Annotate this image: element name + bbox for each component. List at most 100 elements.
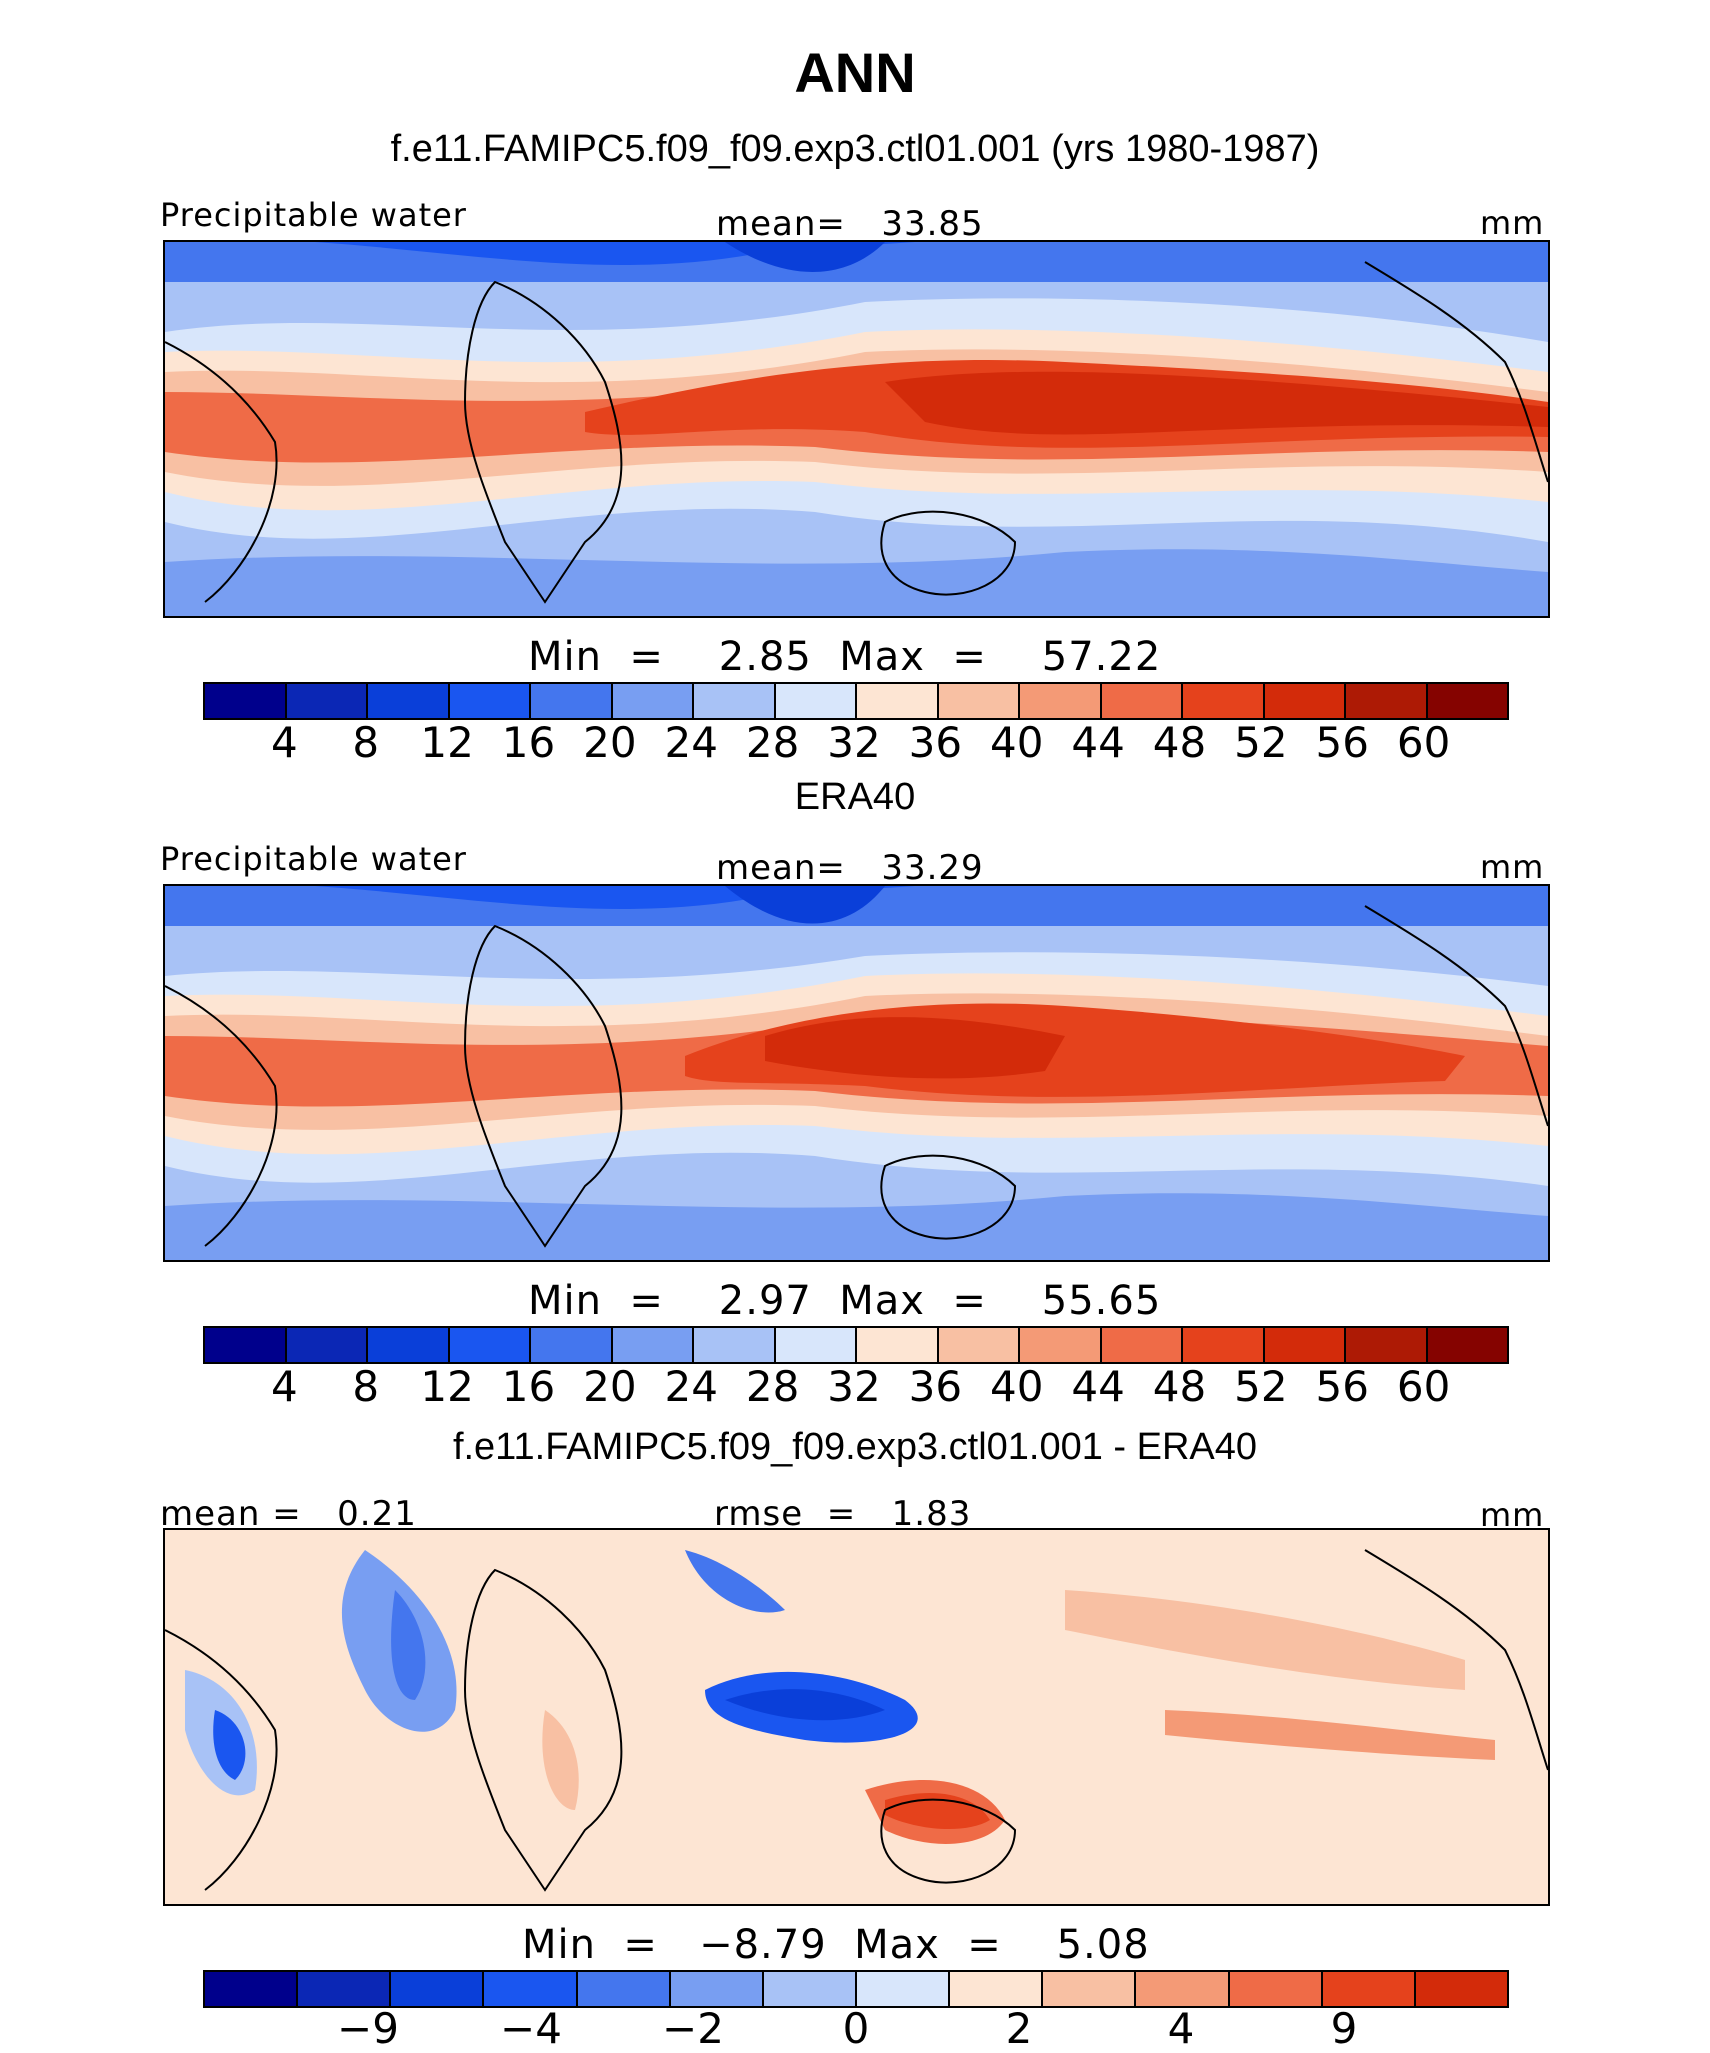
panel-1-colorbar-bin <box>1346 684 1428 718</box>
panel-2-colorbar-bin <box>612 1328 694 1362</box>
panel-3-colorbar-bin <box>391 1972 485 2006</box>
panel-2-tick: 16 <box>501 1362 556 1411</box>
panel-3-tick: 9 <box>1330 2004 1358 2053</box>
panel-2-minmax: Min = 2.97 Max = 55.65 <box>528 1278 1162 1324</box>
panel-1-colorbar-bin <box>694 684 776 718</box>
panel-1-colorbar-bin <box>938 684 1020 718</box>
panel-2-colorbar-bin <box>205 1328 287 1362</box>
panel-1-minmax: Min = 2.85 Max = 57.22 <box>528 634 1162 680</box>
panel-1-colorbar-bin <box>857 684 939 718</box>
panel-1-tick: 60 <box>1396 718 1451 767</box>
panel-2-mean-label: mean= 33.29 <box>716 848 984 888</box>
panel-3-minmax: Min = −8.79 Max = 5.08 <box>522 1922 1150 1968</box>
panel-2-colorbar <box>203 1326 1509 1364</box>
panel-3-map <box>163 1528 1550 1906</box>
panel-1-tick: 20 <box>583 718 637 767</box>
panel-3-tick: 4 <box>1167 2004 1195 2053</box>
panel-3-colorbar-bin <box>484 1972 578 2006</box>
panel-2-colorbar-bin <box>1183 1328 1265 1362</box>
panel-2-colorbar-bin <box>449 1328 531 1362</box>
panel-1-tick: 24 <box>664 718 718 767</box>
panel-1-mean-label: mean= 33.85 <box>716 204 984 244</box>
panel-1-tick: 36 <box>908 718 963 767</box>
panel-3-colorbar-bin <box>856 1972 951 2006</box>
panel-1-tick: 32 <box>827 718 881 767</box>
panel-1-colorbar-bin <box>531 684 613 718</box>
panel-3-colorbar-bin <box>298 1972 392 2006</box>
panel-1-tick: 28 <box>745 718 800 767</box>
panel-1-contour-field <box>165 242 1548 616</box>
panel-3-tick: 0 <box>842 2004 870 2053</box>
panel-1-colorbar-bin <box>449 684 531 718</box>
panel-1-tick: 52 <box>1234 718 1288 767</box>
panel-1-colorbar-bin <box>286 684 368 718</box>
panel-2-tick: 60 <box>1396 1362 1451 1411</box>
panel-2-tick: 44 <box>1071 1362 1125 1411</box>
panel-3-colorbar <box>203 1970 1509 2008</box>
panel-3-colorbar-bin <box>670 1972 764 2006</box>
panel-3-tick: −9 <box>337 2004 399 2053</box>
panel-2-tick: 40 <box>990 1362 1044 1411</box>
panel-1-colorbar-bin <box>1183 684 1265 718</box>
panel-3-colorbar-bin <box>1136 1972 1230 2006</box>
panel-1-units-label: mm <box>1480 204 1545 242</box>
panel-2-tick: 20 <box>583 1362 637 1411</box>
panel-1-tick: 44 <box>1071 718 1125 767</box>
panel-3-colorbar-bin <box>763 1972 857 2006</box>
panel-2-contour-field <box>165 886 1548 1260</box>
panel-3-tick: −2 <box>662 2004 724 2053</box>
panel-2-tick: 12 <box>420 1362 474 1411</box>
panel-2-colorbar-bin <box>775 1328 857 1362</box>
panel-1-map <box>163 240 1550 618</box>
panel-1-tick: 48 <box>1152 718 1207 767</box>
panel-2-colorbar-bin <box>1264 1328 1346 1362</box>
panel-1-tick: 40 <box>990 718 1044 767</box>
panel-2-colorbar-bin <box>286 1328 368 1362</box>
panel-2-subtitle: ERA40 <box>794 776 916 818</box>
panel-1-subtitle: f.e11.FAMIPC5.f09_f09.exp3.ctl01.001 (yr… <box>390 128 1320 170</box>
panel-2-tick: 24 <box>664 1362 718 1411</box>
panel-1-tick: 4 <box>271 718 298 767</box>
panel-3-tick: −4 <box>500 2004 562 2053</box>
panel-3-colorbar-ticks: −9 −4 −2 0 2 4 9 <box>203 2004 1509 2053</box>
panel-3-colorbar-bin <box>1229 1972 1323 2006</box>
panel-1-colorbar-bin <box>775 684 857 718</box>
panel-2-colorbar-bin <box>1346 1328 1428 1362</box>
panel-3-subtitle: f.e11.FAMIPC5.f09_f09.exp3.ctl01.001 - E… <box>452 1426 1258 1468</box>
panel-2-tick: 36 <box>908 1362 963 1411</box>
panel-2-tick: 28 <box>745 1362 800 1411</box>
panel-1-colorbar-bin <box>368 684 450 718</box>
figure-title: ANN <box>794 41 916 104</box>
panel-3-colorbar-bin <box>950 1972 1044 2006</box>
panel-2-colorbar-bin <box>1101 1328 1183 1362</box>
panel-3-rmse-label: rmse = 1.83 <box>714 1494 972 1534</box>
panel-1-variable-label: Precipitable water <box>160 196 467 234</box>
panel-2-colorbar-bin <box>938 1328 1020 1362</box>
panel-2-variable-label: Precipitable water <box>160 840 467 878</box>
panel-3-contour-field <box>165 1530 1548 1904</box>
panel-2-colorbar-bin <box>531 1328 613 1362</box>
panel-3-colorbar-bin <box>205 1972 299 2006</box>
panel-3-tick: 2 <box>1005 2004 1033 2053</box>
panel-1-tick: 56 <box>1315 718 1369 767</box>
panel-2-colorbar-bin <box>694 1328 776 1362</box>
panel-3-colorbar-bin <box>577 1972 671 2006</box>
panel-1-tick: 8 <box>352 718 380 767</box>
panel-3-colorbar-bin <box>1415 1972 1507 2006</box>
panel-1-colorbar-ticks: 4 8 12 16 20 24 28 32 36 40 44 48 52 56 … <box>203 718 1509 767</box>
panel-1-colorbar <box>203 682 1509 720</box>
panel-1-colorbar-bin <box>1264 684 1346 718</box>
panel-3-mean-label: mean = 0.21 <box>160 1494 417 1534</box>
panel-3-colorbar-bin <box>1322 1972 1416 2006</box>
panel-2-tick: 52 <box>1234 1362 1288 1411</box>
panel-1-tick: 12 <box>420 718 474 767</box>
panel-1-colorbar-bin <box>1020 684 1102 718</box>
panel-2-tick: 48 <box>1152 1362 1207 1411</box>
panel-2-tick: 4 <box>271 1362 298 1411</box>
panel-2-map <box>163 884 1550 1262</box>
panel-2-units-label: mm <box>1480 848 1545 886</box>
panel-1-colorbar-bin <box>612 684 694 718</box>
panel-2-colorbar-bin <box>1427 1328 1507 1362</box>
panel-2-tick: 32 <box>827 1362 881 1411</box>
panel-1-tick: 16 <box>501 718 556 767</box>
